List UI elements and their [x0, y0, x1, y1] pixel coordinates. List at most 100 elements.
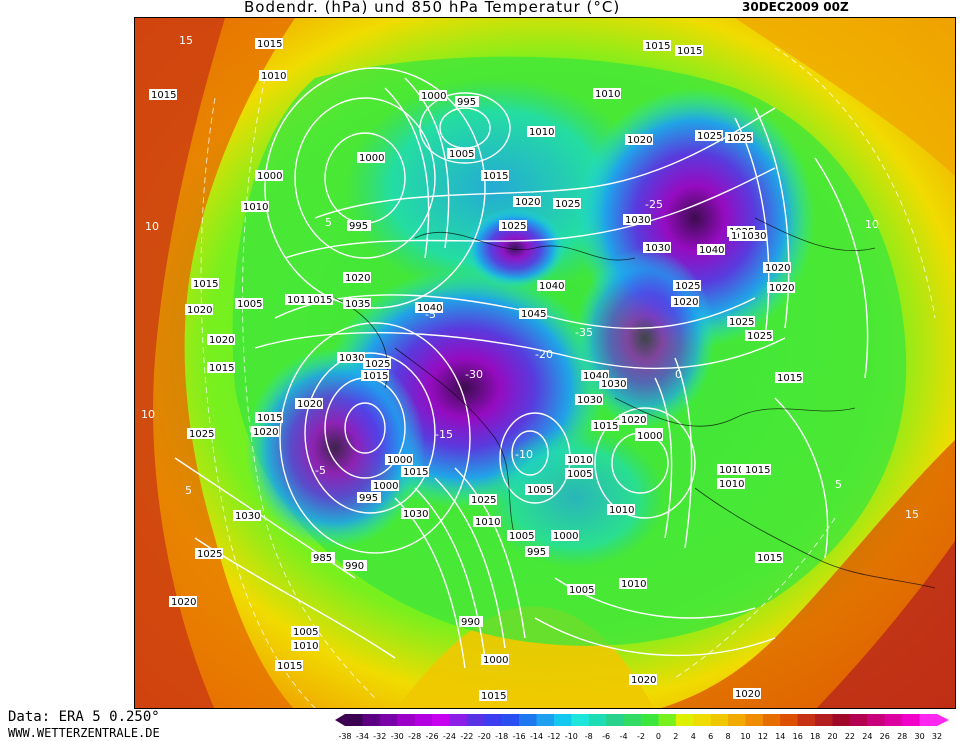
svg-text:1025: 1025	[197, 549, 222, 560]
svg-text:1010: 1010	[595, 89, 620, 100]
legend-swatch	[362, 714, 381, 726]
isobar-label: 1045	[519, 308, 547, 320]
legend-tick-label: 20	[827, 732, 837, 741]
isobar-label: 1010	[565, 454, 593, 466]
legend-swatch	[571, 714, 590, 726]
svg-text:15: 15	[905, 508, 919, 521]
map-title: Bodendr. (hPa) und 850 hPa Temperatur (°…	[244, 0, 621, 16]
isobar-label: 1010	[473, 516, 501, 528]
legend-tick-label: -30	[391, 732, 404, 741]
legend-swatch	[432, 714, 450, 726]
isobar-label: 1030	[575, 394, 603, 406]
svg-text:1015: 1015	[745, 465, 770, 476]
legend-tick-label: -10	[565, 732, 578, 741]
isobar-label: 1000	[481, 654, 509, 666]
cold-pool-small	[465, 208, 565, 288]
legend-tick-label: 16	[793, 732, 803, 741]
legend-tick-label: -16	[513, 732, 526, 741]
svg-text:1040: 1040	[583, 371, 608, 382]
svg-text:1000: 1000	[359, 153, 384, 164]
legend-swatch	[588, 714, 607, 726]
hot-zone-southeast	[816, 540, 955, 708]
svg-text:1020: 1020	[621, 415, 646, 426]
svg-text:1030: 1030	[601, 379, 626, 390]
isobar-label: 995	[525, 546, 549, 558]
svg-text:1000: 1000	[421, 91, 446, 102]
svg-text:1015: 1015	[481, 691, 506, 702]
legend-tick-label: 0	[656, 732, 661, 741]
isobar-label: 1020	[513, 196, 541, 208]
map-header: Bodendr. (hPa) und 850 hPa Temperatur (°…	[0, 0, 959, 16]
svg-text:1030: 1030	[403, 509, 428, 520]
svg-text:1040: 1040	[699, 245, 724, 256]
isobar-label: 1015	[743, 464, 771, 476]
svg-text:1005: 1005	[449, 149, 474, 160]
legend-swatch	[832, 714, 851, 726]
legend-swatch	[693, 714, 712, 726]
isobar-label: 1015	[255, 412, 283, 424]
svg-text:1020: 1020	[515, 197, 540, 208]
legend-tick-label: 2	[673, 732, 678, 741]
isobar-label: 1040	[697, 244, 725, 256]
legend-tick-label: 22	[845, 732, 855, 741]
isobar-label: 1020	[185, 304, 213, 316]
svg-text:1010: 1010	[719, 465, 744, 476]
isobar-label: 1030	[623, 214, 651, 226]
svg-text:1025: 1025	[697, 131, 722, 142]
svg-text:5: 5	[325, 216, 332, 229]
legend-swatch	[884, 714, 903, 726]
legend-tick-label: -26	[426, 732, 439, 741]
temperature-legend-bar: -38 -34 -32 -30 -28 -26 -24 -22 -20 -18 -16 -14 -12-…	[335, 714, 949, 741]
isobar-label: 1035	[343, 298, 371, 310]
isobar-label: 1030	[739, 230, 767, 242]
legend-tick-label: -32	[373, 732, 386, 741]
svg-text:1015: 1015	[257, 413, 282, 424]
legend-tick-label: -20	[478, 732, 491, 741]
svg-text:-5: -5	[315, 464, 326, 477]
isobar-label: 1020	[763, 262, 791, 274]
legend-swatch	[414, 714, 433, 726]
isobar-label: 1015	[775, 372, 803, 384]
legend-tick-label: 26	[880, 732, 890, 741]
legend-swatch	[553, 714, 572, 726]
isobar-label: 1020	[207, 334, 235, 346]
legend-swatch	[780, 714, 799, 726]
svg-text:1020: 1020	[297, 399, 322, 410]
svg-text:10: 10	[865, 218, 879, 231]
isobar-label: 1015	[191, 278, 219, 290]
svg-text:1000: 1000	[553, 531, 578, 542]
legend-swatch	[379, 714, 398, 726]
temperature-labels: 15 10 5 10 5 10 15 5 -20 -30 -25 -15 -10…	[141, 34, 919, 521]
legend-tick-label: -14	[530, 732, 543, 741]
isobar-label: 1010	[527, 126, 555, 138]
website-url[interactable]: WWW.WETTERZENTRALE.DE	[8, 726, 160, 740]
warm-zone-northeast	[735, 18, 955, 177]
legend-tick-label: -2	[637, 732, 645, 741]
isobar-labels: 1015 1010 1015 1000 1010 1000 995 1000 9…	[149, 38, 803, 702]
svg-text:1000: 1000	[373, 481, 398, 492]
legend-swatch	[501, 714, 520, 726]
legend-swatch	[345, 714, 363, 726]
legend-tick-label: 24	[862, 732, 872, 741]
isobar-label: 1020	[767, 282, 795, 294]
svg-text:995: 995	[527, 547, 546, 558]
isobar-label: 990	[459, 616, 483, 628]
svg-text:1025: 1025	[471, 495, 496, 506]
weather-map: 1015 1010 1015 1000 1010 1000 995 1000 9…	[134, 17, 956, 709]
svg-text:10: 10	[141, 408, 155, 421]
svg-text:1010: 1010	[529, 127, 554, 138]
svg-text:1020: 1020	[735, 689, 760, 700]
legend-swatch	[519, 714, 538, 726]
legend-tick-label: 4	[691, 732, 696, 741]
isobar-label: 1010	[593, 88, 621, 100]
svg-text:10: 10	[145, 220, 159, 233]
svg-text:1020: 1020	[345, 273, 370, 284]
legend-tick-label: -34	[356, 732, 369, 741]
svg-text:1010: 1010	[293, 641, 318, 652]
isobar-label: 1005	[291, 626, 319, 638]
svg-text:1015: 1015	[209, 363, 234, 374]
isobar-label: 1010	[259, 70, 287, 82]
svg-text:1010: 1010	[719, 479, 744, 490]
svg-text:1000: 1000	[257, 171, 282, 182]
legend-swatch	[710, 714, 729, 726]
